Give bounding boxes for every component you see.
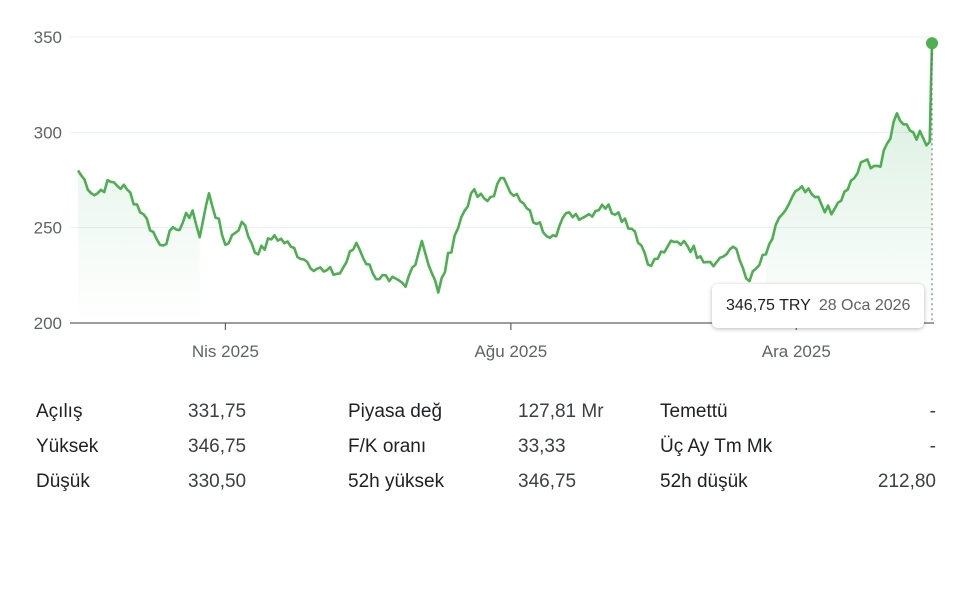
y-tick-label-200: 200 <box>34 314 62 333</box>
low52-label: 52h düşük <box>660 470 748 492</box>
tooltip-price: 346,75 TRY <box>726 297 811 314</box>
line-layer <box>76 37 938 323</box>
tick-labels: 200 250 300 350 Nis 2025 Ağu 2025 Ara 2025 <box>34 28 831 361</box>
low-label: Düşük <box>36 470 90 492</box>
qdy-value: - <box>929 435 936 457</box>
price-line <box>76 43 934 294</box>
price-tooltip: 346,75 TRY 28 Oca 2026 <box>712 284 925 328</box>
qdy-label: Üç Ay Tm Mk <box>660 435 773 457</box>
tooltip-date: 28 Oca 2026 <box>818 297 911 314</box>
y-tick-label-350: 350 <box>34 28 62 47</box>
area-layer <box>78 43 932 323</box>
mktcap-value: 127,81 Mr <box>518 400 604 422</box>
high52-value: 346,75 <box>518 470 577 492</box>
x-tick-label-0: Nis 2025 <box>192 342 259 361</box>
high52-label: 52h yüksek <box>348 470 445 492</box>
open-value: 331,75 <box>188 400 247 422</box>
y-tick-label-250: 250 <box>34 219 62 238</box>
high-label: Yüksek <box>36 435 99 457</box>
stats-table: Açılış 331,75 Piyasa değ 127,81 Mr Temet… <box>36 394 936 499</box>
pe-value: 33,33 <box>518 435 566 457</box>
last-point-marker[interactable] <box>926 37 938 50</box>
open-label: Açılış <box>36 400 83 422</box>
low52-value: 212,80 <box>877 470 936 492</box>
y-tick-label-300: 300 <box>34 123 62 142</box>
price-area-fill-early <box>78 170 200 323</box>
high-value: 346,75 <box>188 435 247 457</box>
dividend-label: Temettü <box>660 400 728 422</box>
x-tick-label-2: Ara 2025 <box>762 342 831 361</box>
price-chart[interactable]: 200 250 300 350 Nis 2025 Ağu 2025 Ara 2025 346… <box>0 0 960 380</box>
mktcap-label: Piyasa değ <box>348 400 443 422</box>
price-area-fill <box>765 43 932 323</box>
dividend-value: - <box>929 400 936 422</box>
price-chart-svg[interactable]: 200 250 300 350 Nis 2025 Ağu 2025 Ara 2025 <box>0 0 960 380</box>
low-value: 330,50 <box>188 470 247 492</box>
pe-label: F/K oranı <box>348 435 427 457</box>
x-tick-label-1: Ağu 2025 <box>474 342 547 361</box>
